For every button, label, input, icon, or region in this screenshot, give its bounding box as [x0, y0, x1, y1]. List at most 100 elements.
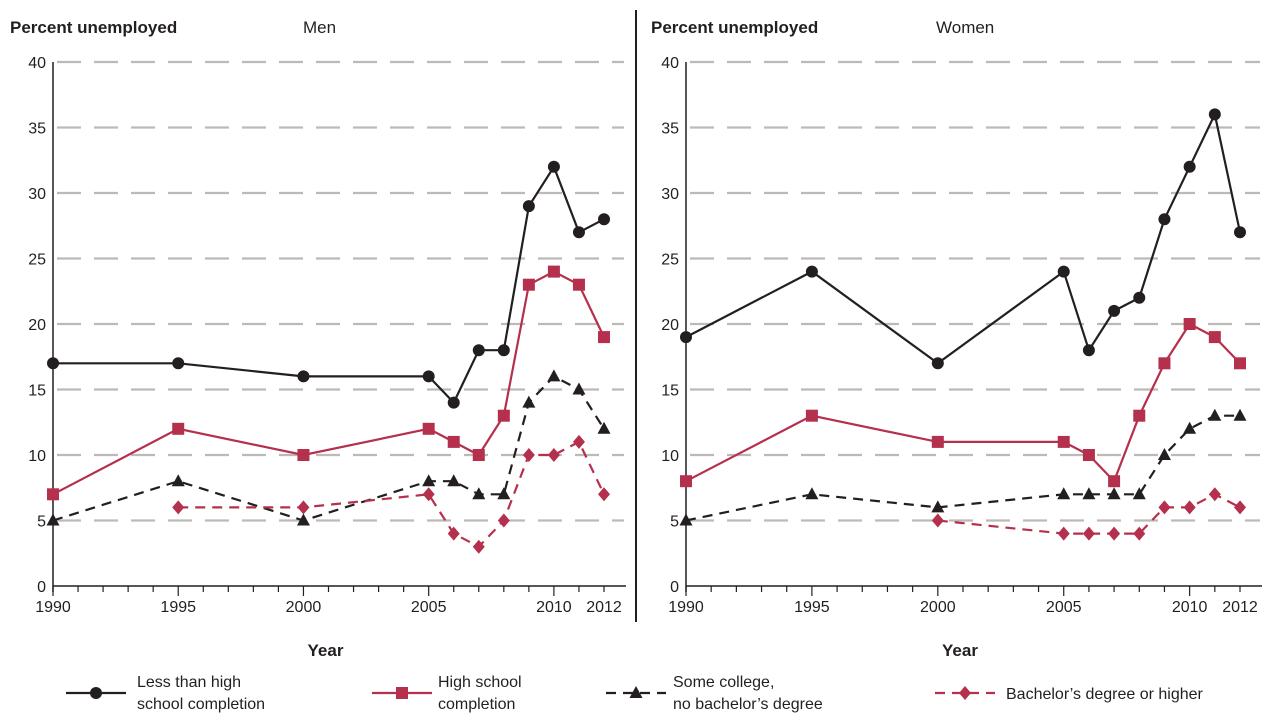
y-tick-label: 25: [661, 252, 679, 269]
data-point-hs: [172, 422, 185, 435]
data-point-ba: [1234, 500, 1246, 515]
data-point-ba: [1057, 526, 1070, 541]
y-tick-label: 5: [37, 514, 46, 531]
data-point-hs: [572, 278, 585, 291]
data-point-lths: [47, 357, 59, 370]
data-point-hs: [497, 409, 510, 422]
data-point-hs: [1133, 409, 1146, 422]
y-tick-label: 15: [661, 383, 679, 400]
data-point-hs: [522, 278, 535, 291]
legend-label: school completion: [137, 696, 265, 713]
y-tick-label: 20: [661, 317, 679, 334]
data-point-ba: [297, 500, 310, 515]
data-point-ba: [1108, 526, 1121, 541]
series-hs: [680, 318, 1246, 488]
chart-panels: Percent unemployed Men 0 5 10 15 20 25 30 35 40 199…: [10, 18, 1262, 660]
series-line-sc: [52, 375, 605, 522]
data-point-lths: [1234, 226, 1246, 239]
y-tick-label: 35: [28, 121, 46, 138]
legend-marker-square: [396, 687, 408, 699]
x-tick-label: 2000: [286, 599, 322, 616]
data-point-hs: [680, 475, 692, 488]
series-line-lths: [685, 111, 1242, 365]
data-point-hs: [805, 409, 818, 422]
data-point-lths: [547, 160, 560, 173]
data-point-ba: [172, 500, 185, 515]
series-line-sc: [685, 414, 1240, 522]
legend: Less than high school completion High scho…: [66, 674, 1204, 713]
data-point-ba: [547, 448, 560, 462]
series-lths: [680, 108, 1246, 370]
data-point-sc: [679, 513, 693, 526]
series-line-hs: [52, 270, 605, 496]
data-point-ba: [931, 513, 944, 528]
data-point-sc: [597, 421, 611, 434]
data-point-lths: [172, 357, 185, 370]
data-point-lths: [297, 370, 310, 383]
y-tick-label: 0: [670, 579, 679, 596]
x-tick-label: 1995: [794, 599, 830, 616]
series-hs: [47, 265, 610, 501]
data-point-sc: [1082, 487, 1096, 500]
series-sc: [46, 369, 611, 526]
data-point-lths: [1158, 213, 1171, 226]
legend-item-sc: Some college, no bachelor’s degree: [606, 674, 823, 713]
series-line-hs: [685, 322, 1241, 484]
data-point-sc: [1132, 487, 1146, 500]
legend-label: Some college,: [673, 674, 774, 691]
x-tick-label: 1990: [35, 599, 71, 616]
data-point-sc: [46, 513, 60, 526]
series-sc: [679, 408, 1247, 526]
data-point-sc: [171, 474, 185, 487]
series-ba: [931, 487, 1246, 541]
legend-item-hs: High school completion: [372, 674, 522, 713]
data-point-lths: [522, 200, 535, 213]
data-point-sc: [447, 474, 461, 487]
data-point-ba: [1183, 500, 1196, 515]
legend-item-lths: Less than high school completion: [66, 674, 265, 713]
y-tick-label: 15: [28, 383, 46, 400]
data-point-hs: [447, 435, 460, 448]
series-line-ba: [178, 440, 605, 549]
x-tick-label: 1995: [160, 599, 196, 616]
chart-panel-women: Percent unemployed Women 0 5 10 15 20 25 30 35 40 1…: [651, 18, 1262, 660]
data-point-hs: [1108, 475, 1121, 488]
data-point-ba: [572, 434, 585, 449]
legend-item-ba: Bachelor’s degree or higher: [935, 686, 1204, 703]
y-tick-label: 20: [28, 317, 46, 334]
data-point-sc: [522, 395, 536, 408]
data-point-lths: [572, 226, 585, 239]
series-lths: [47, 160, 610, 409]
data-point-lths: [1133, 291, 1146, 304]
y-tick-label: 40: [661, 55, 679, 72]
x-tick-label: 2005: [1046, 599, 1082, 616]
x-tick-label: 1990: [668, 599, 704, 616]
data-point-lths: [1082, 344, 1095, 357]
data-point-lths: [422, 370, 435, 383]
data-point-hs: [1234, 357, 1246, 370]
data-point-hs: [422, 422, 435, 435]
y-tick-label: 25: [28, 252, 46, 269]
legend-marker-circle: [90, 687, 102, 699]
data-point-hs: [1208, 331, 1221, 344]
x-tick-label: 2012: [586, 599, 622, 616]
data-point-sc: [1233, 408, 1247, 421]
data-point-sc: [1057, 487, 1071, 500]
data-point-sc: [1107, 487, 1121, 500]
x-tick-label: 2010: [1172, 599, 1208, 616]
data-point-lths: [680, 331, 692, 344]
y-tick-label: 0: [37, 579, 46, 596]
data-point-hs: [547, 265, 560, 278]
y-tick-label: 30: [28, 186, 46, 203]
data-point-lths: [598, 213, 610, 226]
y-tick-label: 35: [661, 121, 679, 138]
x-axis-title: Year: [942, 641, 978, 660]
data-point-sc: [1183, 421, 1197, 434]
data-point-hs: [1082, 449, 1095, 461]
data-point-ba: [1208, 487, 1221, 502]
data-point-sc: [296, 513, 310, 526]
data-point-lths: [1057, 265, 1070, 278]
legend-label: no bachelor’s degree: [673, 696, 823, 713]
legend-label: Bachelor’s degree or higher: [1006, 686, 1204, 703]
